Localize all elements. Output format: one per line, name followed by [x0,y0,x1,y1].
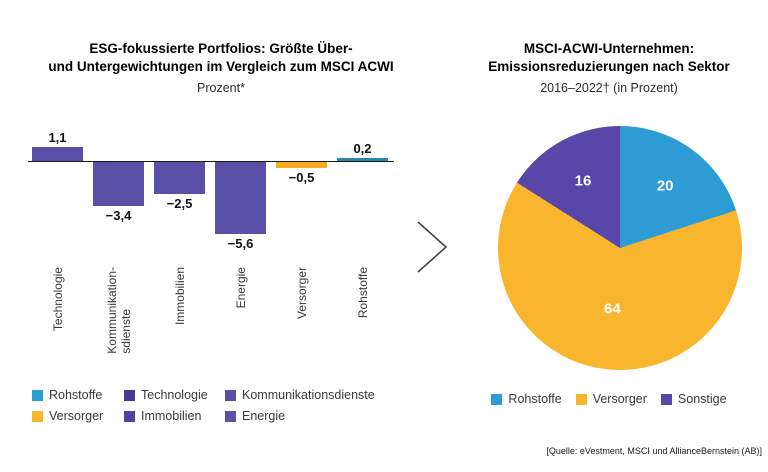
legend-label: Sonstige [677,392,727,406]
pie-chart-title: MSCI-ACWI-Unternehmen: Emissionsreduzier… [450,40,768,97]
bar-segment [32,146,83,161]
bar-chart-title-line2: und Untergewichtungen im Vergleich zum M… [48,59,394,74]
legend-item: Immobilien [124,409,225,423]
bar-chart-section: ESG-fokussierte Portfolios: Größte Über-… [16,40,426,460]
bar-segment [215,162,266,235]
legend-item: Versorger [32,409,124,423]
legend-label: Immobilien [141,409,202,423]
zero-baseline-axis [28,161,394,162]
legend-item: Versorger [575,392,647,406]
legend-label: Rohstoffe [508,392,562,406]
legend-swatch [124,389,135,401]
legend-label: Energie [242,409,286,423]
pie-chart-section: MSCI-ACWI-Unternehmen: Emissionsreduzier… [450,40,768,460]
pie-chart-title-line2: Emissionsreduzierungen nach Sektor [488,59,730,74]
bar-value-label: 0,2 [353,141,372,157]
pie-value-label: 16 [574,172,592,190]
bar-category-label: Versorger [295,267,309,324]
legend-swatch [225,410,236,422]
bar-segment [276,162,327,169]
bar-segment [337,158,388,161]
bar-category-text: Rohstoffe [355,267,370,319]
pie-chart-title-line1: MSCI-ACWI-Unternehmen: [523,41,695,56]
pie-chart: 20 64 16 [498,126,742,370]
source-note: [Quelle: eVestment, MSCI und AllianceBer… [546,446,762,456]
bar-value-label: −2,5 [166,196,193,212]
bar-value-label: −5,6 [227,236,254,252]
legend-item: Kommunikationsdienste [225,388,375,402]
pie-value-label: 20 [656,177,674,195]
bar-category-labels: Technologie Kommunikation- sdienste Immobi… [16,267,426,379]
bar-value-label: −3,4 [105,207,132,223]
bar-category-label: Immobilien [173,267,187,330]
bar-segment [93,162,144,206]
bar-category-text: Immobilien [172,267,187,326]
legend-swatch [225,389,236,401]
bar-category-text: Kommunikation- sdienste [104,267,133,354]
legend-item: Energie [225,409,375,423]
legend-label: Versorger [49,409,104,423]
legend-item: Rohstoffe [491,392,562,406]
bar-category-label: Rohstoffe [356,267,370,323]
bar-chart-subtitle: Prozent* [197,81,245,95]
bar-value-label: −0,5 [288,170,315,186]
pie-chart-legend: Rohstoffe Versorger Sonstige [450,392,768,406]
bar-chart-title: ESG-fokussierte Portfolios: Größte Über-… [16,40,426,97]
bar-category-text: Versorger [294,267,309,320]
bar-plot: 1,1 −3,4 −2,5 −5,6 −0,5 0,2 [16,125,426,265]
bar-chart-title-line1: ESG-fokussierte Portfolios: Größte Über- [89,41,353,56]
legend-label: Rohstoffe [49,388,103,402]
bar-category-text: Technologie [50,267,65,332]
legend-item: Technologie [124,388,225,402]
legend-label: Versorger [592,392,647,406]
pie-chart-subtitle: 2016–2022† (in Prozent) [540,81,678,95]
bar-category-label: Energie [234,267,248,313]
bar-segment [154,162,205,195]
legend-swatch [124,410,135,422]
legend-label: Kommunikationsdienste [242,388,375,402]
pie-value-label: 64 [604,300,621,318]
legend-swatch [660,393,672,405]
legend-swatch [32,410,43,422]
bar-category-text: Energie [233,267,248,309]
legend-swatch [491,393,503,405]
arrow-right-icon [417,221,448,273]
legend-item: Sonstige [660,392,727,406]
legend-swatch [575,393,587,405]
bar-category-label: Kommunikation- sdienste [105,267,133,359]
legend-label: Technologie [141,388,208,402]
bar-value-label: 1,1 [48,129,67,145]
legend-swatch [32,389,43,401]
bar-chart-legend: Rohstoffe Technologie Kommunikationsdienst… [32,388,375,423]
bar-category-label: Technologie [51,267,65,336]
legend-item: Rohstoffe [32,388,124,402]
